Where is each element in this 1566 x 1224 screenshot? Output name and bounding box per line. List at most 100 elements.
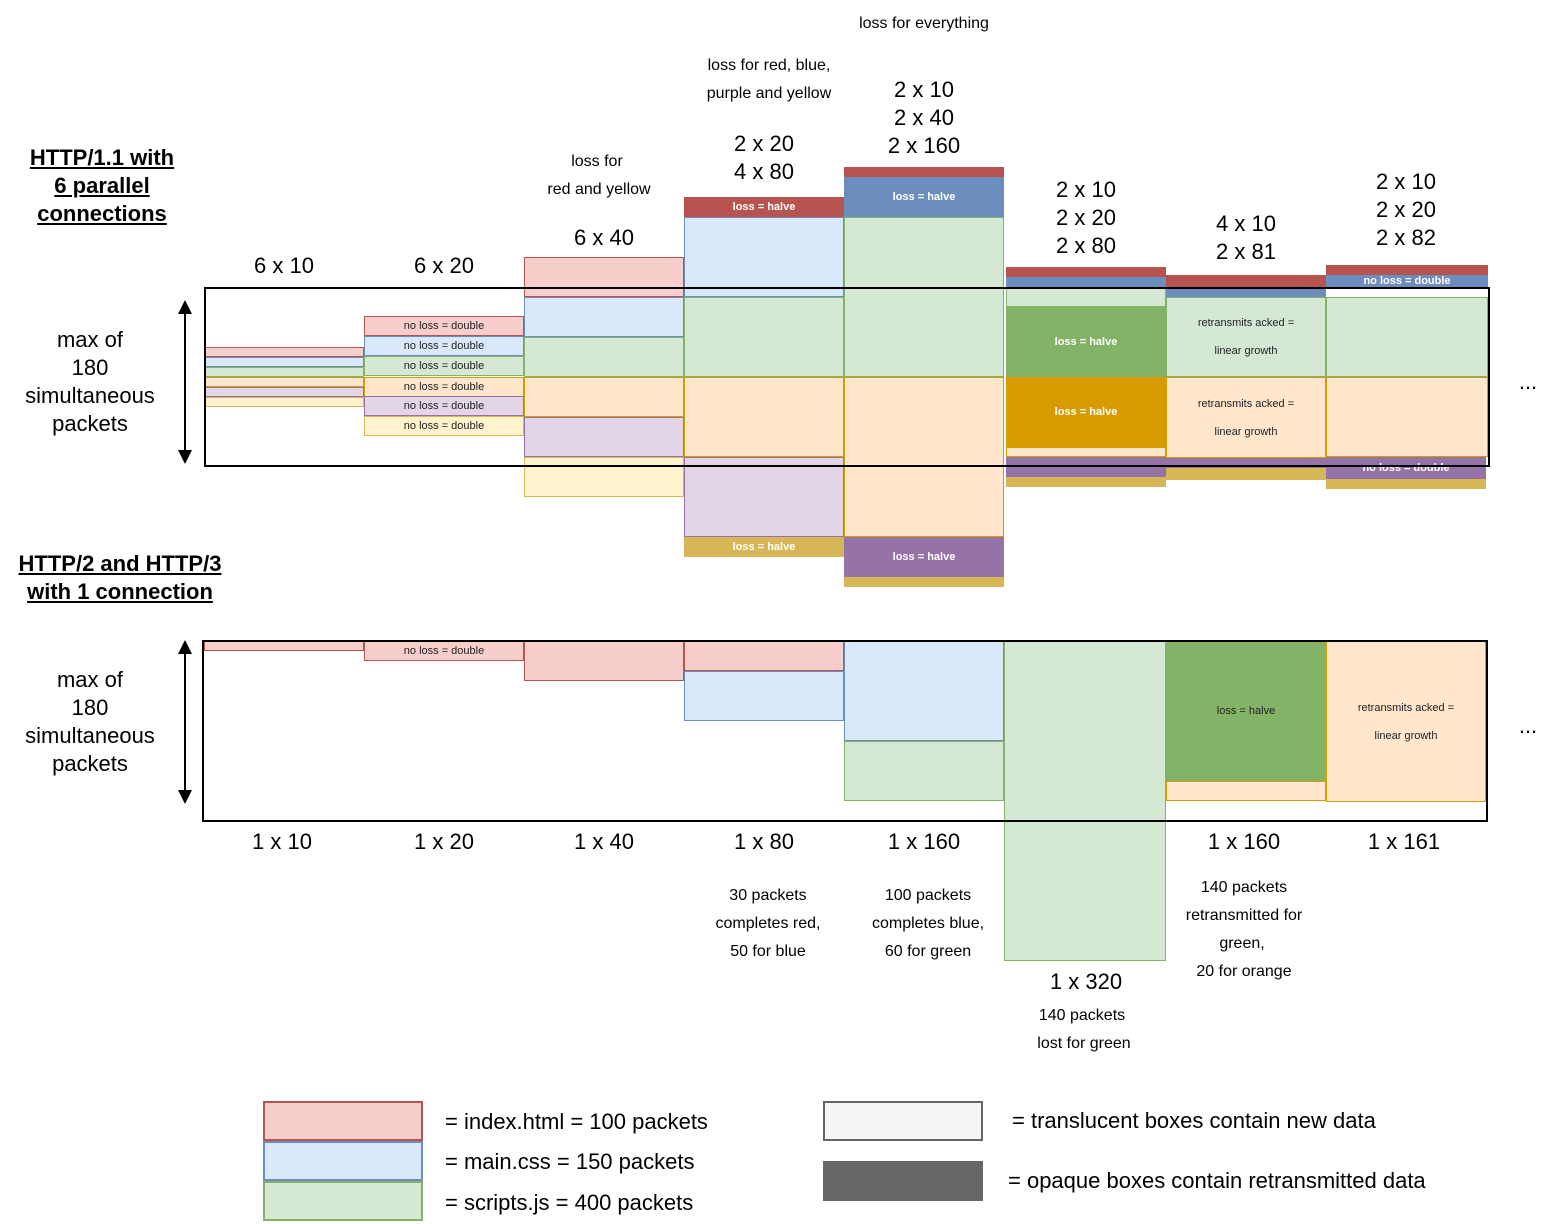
s1-step7-label-line1: 4 x 10: [1216, 211, 1276, 236]
s2-step5-note-line3: 60 for green: [884, 943, 972, 960]
s2-c6-green: [1004, 641, 1166, 961]
s2-step7-note-line1: 140 packets: [1200, 879, 1288, 896]
s1-step5-label-line1: 2 x 10: [894, 77, 954, 102]
s1-c3-purple: [524, 417, 684, 457]
legend-translucent-swatch: [823, 1101, 983, 1141]
s2-step5-label: 1 x 160: [887, 829, 961, 854]
s1-c5-yellow: [844, 577, 1004, 587]
s1-c6-green: loss = halve: [1006, 307, 1166, 377]
s1-c7-orange: retransmits acked = linear growth: [1166, 377, 1326, 458]
s1-step5-note: loss for everything: [859, 15, 989, 32]
s1-c5-blue: loss = halve: [844, 177, 1004, 217]
s2-step4-note-line3: 50 for blue: [730, 943, 806, 960]
s2-step7-label: 1 x 160: [1207, 829, 1281, 854]
section1-limit-line2: 180: [71, 355, 109, 380]
s1-step6-label-line3: 2 x 80: [1056, 233, 1116, 258]
legend-translucent-text: = translucent boxes contain new data: [1012, 1108, 1376, 1133]
s2-c4-blue: [684, 671, 844, 721]
s2-step2-label: 1 x 20: [414, 829, 474, 854]
section1-ellipsis: ...: [1518, 369, 1538, 394]
s1-c2-green: no loss = double: [364, 356, 524, 376]
legend-css-text: = main.css = 150 packets: [445, 1149, 695, 1174]
s2-c3-red: [524, 641, 684, 681]
s2-step6-note-line2: lost for green: [1037, 1035, 1131, 1052]
s1-c8-yellow: [1326, 479, 1486, 489]
s1-c8-orange: [1326, 377, 1488, 457]
s1-c8-green: [1326, 297, 1488, 377]
legend-red-swatch: [263, 1101, 423, 1141]
section1-range-arrow: [178, 300, 192, 464]
s1-c7-orange-label-line1: retransmits acked =: [1197, 397, 1295, 410]
s1-c6-red: [1006, 267, 1166, 277]
s1-c7-orange-label-line2: linear growth: [1214, 425, 1278, 438]
section1-capacity-frame: [204, 287, 1490, 467]
s1-c4-red: loss = halve: [684, 197, 844, 217]
section2-limit-line2: 180: [71, 695, 109, 720]
section2-limit-line4: packets: [52, 751, 128, 776]
s2-step8-label: 1 x 161: [1367, 829, 1441, 854]
s1-step1-label: 6 x 10: [254, 253, 314, 278]
s2-step5-note-line1: 100 packets: [884, 887, 972, 904]
s1-c4-blue: [684, 217, 844, 297]
section2-limit-line1: max of: [56, 667, 124, 692]
s1-c6-orange: loss = halve: [1006, 377, 1166, 447]
s2-c8-orange-label-line1: retransmits acked =: [1357, 701, 1455, 714]
s1-c4-yellow: loss = halve: [684, 537, 844, 557]
section2-range-arrow: [178, 640, 192, 804]
s1-step3-label: 6 x 40: [574, 225, 634, 250]
s1-c3-red: [524, 257, 684, 297]
s2-c2-red: no loss = double: [364, 641, 524, 661]
s1-c2-orange: no loss = double: [364, 377, 524, 397]
s1-c7-green: retransmits acked = linear growth: [1166, 297, 1326, 377]
s1-step8-label-line2: 2 x 20: [1376, 197, 1436, 222]
s2-step5-note-line2: completes blue,: [871, 915, 985, 932]
s1-step4-note-line1: loss for red, blue,: [707, 57, 831, 74]
s1-c7-yellow: [1166, 468, 1326, 480]
s1-step3-note-line1: loss for: [571, 153, 623, 170]
s1-c3-yellow: [524, 457, 684, 497]
section2-title-line2: with 1 connection: [27, 579, 213, 604]
s2-step7-note-line2: retransmitted for: [1185, 907, 1303, 924]
s2-c7-orange: [1166, 781, 1326, 801]
s1-c8-red: [1326, 265, 1488, 275]
legend-index-text: = index.html = 100 packets: [445, 1109, 708, 1134]
s1-step5-label-line2: 2 x 40: [894, 105, 954, 130]
s2-step7-note-line4: 20 for orange: [1196, 963, 1292, 980]
s1-c7-blue: [1166, 287, 1326, 297]
s1-c6-purple: [1006, 457, 1166, 477]
s1-step2-label: 6 x 20: [414, 253, 474, 278]
s2-c5-green: [844, 741, 1004, 801]
s1-c3-orange: [524, 377, 684, 417]
s1-step4-label-line1: 2 x 20: [734, 131, 794, 156]
s1-c5-green: [844, 217, 1004, 377]
legend-blue-swatch: [263, 1141, 423, 1181]
section2-capacity-frame: [202, 640, 1488, 822]
s1-c2-blue: no loss = double: [364, 336, 524, 356]
s1-step7-label-line2: 2 x 81: [1216, 239, 1276, 264]
section2-ellipsis: ...: [1518, 713, 1538, 738]
s2-step4-label: 1 x 80: [734, 829, 794, 854]
s1-step6-label-line1: 2 x 10: [1056, 177, 1116, 202]
s2-step6-note-line1: 140 packets: [1038, 1007, 1126, 1024]
s1-step8-label-line3: 2 x 82: [1376, 225, 1436, 250]
s2-step3-label: 1 x 40: [574, 829, 634, 854]
section1-title-line3: connections: [37, 201, 167, 226]
s1-step4-label-line2: 4 x 80: [734, 159, 794, 184]
s1-c3-blue: [524, 297, 684, 337]
s1-c6-orange-new: [1006, 447, 1166, 457]
s1-c5-orange: [844, 377, 1004, 537]
section1-limit-line1: max of: [56, 327, 124, 352]
s2-c8-orange-label-line2: linear growth: [1374, 729, 1438, 742]
s1-step8-label-line1: 2 x 10: [1376, 169, 1436, 194]
s1-c4-purple: [684, 457, 844, 537]
s1-c5-red: [844, 167, 1004, 177]
legend-green-swatch: [263, 1181, 423, 1221]
section2-title-line1: HTTP/2 and HTTP/3: [18, 551, 222, 576]
s1-c8-blue: no loss = double: [1326, 275, 1488, 287]
s1-step4-note-line2: purple and yellow: [706, 85, 832, 102]
s1-c2-yellow: no loss = double: [364, 416, 524, 436]
section1-limit-line4: packets: [52, 411, 128, 436]
s2-step4-note-line1: 30 packets: [729, 887, 807, 904]
section2-limit-line3: simultaneous: [25, 723, 155, 748]
s1-c7-green-label-line1: retransmits acked =: [1197, 317, 1295, 329]
